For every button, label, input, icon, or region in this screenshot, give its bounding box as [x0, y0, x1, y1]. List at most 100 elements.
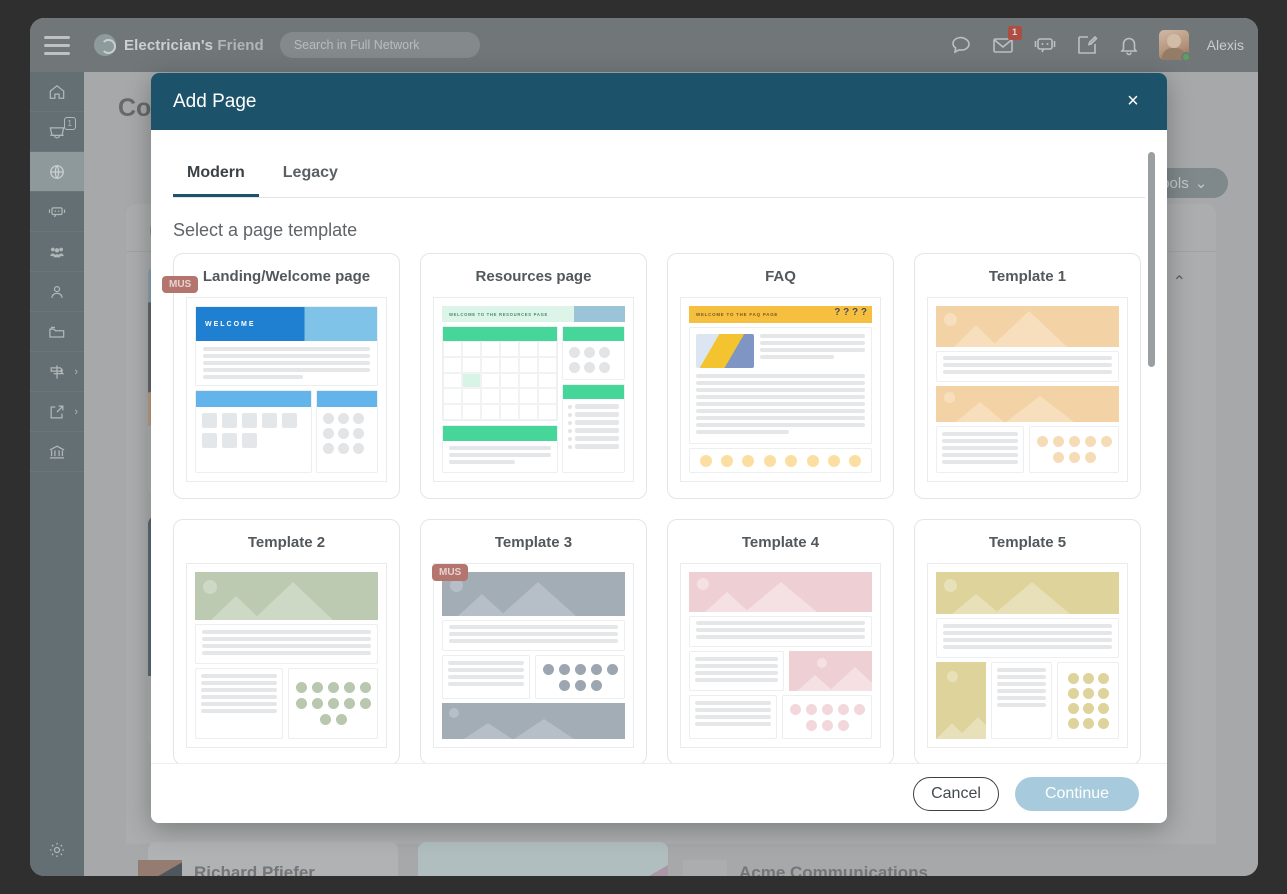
people-icon — [50, 247, 64, 257]
search-input[interactable]: Search in Full Network — [279, 32, 480, 58]
modal-scrollbar-thumb[interactable] — [1148, 152, 1155, 367]
close-icon[interactable]: × — [1127, 90, 1139, 112]
modal-footer: Cancel Continue — [151, 763, 1167, 823]
template-preview — [927, 297, 1128, 482]
bank-icon — [49, 444, 65, 458]
template-card-landing-welcome-page[interactable]: Landing/Welcome page WELCOME — [173, 253, 400, 499]
question-marks-icon: ? ? ? ? — [834, 307, 867, 318]
sidebar-item-network[interactable] — [30, 152, 84, 192]
table-row: Richard Pfiefer 10/16/2024 6:06 PM EDT ·… — [126, 852, 1216, 876]
modal-header: Add Page × — [151, 73, 1167, 130]
preview-banner-text: WELCOME TO THE FAQ PAGE — [696, 312, 779, 317]
compose-edit-icon[interactable] — [1075, 33, 1099, 57]
template-card-template-2[interactable]: Template 2 — [173, 519, 400, 763]
collapse-chevron-up-icon[interactable]: ⌃ — [1172, 274, 1186, 291]
brand-name-primary: Electrician's — [124, 36, 214, 54]
online-status-dot — [1180, 52, 1191, 62]
search-placeholder-text: Search in Full Network — [293, 38, 420, 52]
template-card-template-1[interactable]: Template 1 — [914, 253, 1141, 499]
must-badge: MUS — [162, 276, 199, 293]
app-topbar: Electrician's Friend Search in Full Netw… — [30, 18, 1258, 72]
chat-bubble-icon[interactable] — [949, 33, 973, 57]
chevron-right-icon: › — [74, 365, 78, 378]
sidebar-item-settings[interactable] — [30, 824, 84, 876]
template-card-template-4[interactable]: Template 4 — [667, 519, 894, 763]
template-preview — [433, 563, 634, 748]
modal-tab-bar: Modern Legacy — [173, 130, 1145, 198]
add-page-modal: Add Page × Modern Legacy Select a page t… — [151, 73, 1167, 823]
chevron-down-icon: ⌄ — [1194, 175, 1208, 192]
sidebar-item-directory[interactable]: › — [30, 352, 84, 392]
bottom-article-list: Richard Pfiefer 10/16/2024 6:06 PM EDT ·… — [126, 852, 1216, 876]
sidebar-item-home[interactable] — [30, 72, 84, 112]
template-card-resources-page[interactable]: Resources page WELCOME TO THE RESOURCES … — [420, 253, 647, 499]
modal-scrollbar-track[interactable] — [1148, 140, 1161, 753]
bot-chat-icon[interactable] — [1033, 33, 1057, 57]
brand-mark-icon — [94, 34, 116, 56]
sidebar-item-inbox[interactable]: 1 — [30, 112, 84, 152]
left-navigation-rail: 1 › — [30, 72, 84, 876]
author-name: Acme Communications — [739, 863, 928, 876]
template-name: Landing/Welcome page — [202, 268, 371, 285]
must-badge: MUS — [432, 564, 469, 581]
bell-notification-icon[interactable] — [1117, 33, 1141, 57]
external-link-icon — [50, 405, 64, 418]
template-card-faq[interactable]: FAQ WELCOME TO THE FAQ PAGE ? ? ? ? — [667, 253, 894, 499]
template-card-template-5[interactable]: Template 5 — [914, 519, 1141, 763]
gear-icon — [49, 842, 65, 858]
template-preview: WELCOME — [186, 297, 387, 482]
user-name-label: Alexis — [1206, 37, 1244, 53]
sidebar-item-chatbot[interactable] — [30, 192, 84, 232]
view-count: ◎ 18 — [1175, 875, 1204, 876]
sidebar-item-groups[interactable] — [30, 232, 84, 272]
template-name: Template 1 — [988, 268, 1067, 285]
signpost-icon — [50, 364, 65, 379]
view-count-value: 18 — [1191, 875, 1204, 876]
template-preview — [186, 563, 387, 748]
list-item[interactable]: ΛCME Acme Communications 10/07/2024 6:16… — [671, 852, 1216, 876]
tab-modern[interactable]: Modern — [173, 156, 259, 197]
person-icon — [51, 285, 63, 298]
list-item[interactable]: Richard Pfiefer 10/16/2024 6:06 PM EDT ·… — [126, 852, 671, 876]
brand-name: Electrician's Friend — [124, 37, 264, 54]
modal-scroll-area: Modern Legacy Select a page template Lan… — [151, 130, 1167, 763]
avatar[interactable] — [1158, 30, 1191, 62]
template-grid: Landing/Welcome page WELCOME — [173, 253, 1145, 763]
sidebar-item-organization[interactable] — [30, 432, 84, 472]
sidebar-item-files[interactable] — [30, 312, 84, 352]
template-preview — [680, 563, 881, 748]
template-card-template-3[interactable]: Template 3 — [420, 519, 647, 763]
preview-illustration — [696, 334, 754, 368]
template-name: Template 4 — [741, 534, 820, 551]
home-icon — [49, 84, 65, 99]
author-name: Richard Pfiefer — [194, 863, 315, 876]
hamburger-menu-icon[interactable] — [30, 18, 84, 72]
template-preview: WELCOME TO THE RESOURCES PAGE — [433, 297, 634, 482]
sidebar-item-external[interactable]: › — [30, 392, 84, 432]
view-count-value: 1780 — [632, 875, 659, 876]
modal-title: Add Page — [173, 90, 257, 112]
inbox-icon — [49, 126, 65, 138]
view-count: ◎ 1780 — [617, 875, 659, 876]
list-item[interactable] — [148, 842, 398, 876]
continue-button[interactable]: Continue — [1015, 776, 1139, 811]
template-name: Template 2 — [247, 534, 326, 551]
template-name: Template 5 — [988, 534, 1067, 551]
sidebar-item-profile[interactable] — [30, 272, 84, 312]
template-preview — [927, 563, 1128, 748]
cancel-button[interactable]: Cancel — [913, 776, 999, 811]
list-item[interactable] — [418, 842, 668, 876]
eye-icon: ◎ — [1175, 875, 1185, 876]
topbar-actions: 1 Al — [949, 26, 1258, 62]
avatar-image — [1158, 30, 1189, 60]
template-name: FAQ — [765, 268, 796, 285]
card-thumbnail — [418, 842, 668, 876]
mail-badge: 1 — [1007, 26, 1022, 40]
eye-icon: ◎ — [617, 875, 627, 876]
chevron-right-icon: › — [74, 405, 78, 418]
template-preview: WELCOME TO THE FAQ PAGE ? ? ? ? — [680, 297, 881, 482]
brand-logo-block[interactable]: Electrician's Friend — [94, 34, 264, 56]
modal-body: Modern Legacy Select a page template Lan… — [151, 130, 1167, 763]
mail-icon[interactable]: 1 — [991, 26, 1022, 57]
tab-legacy[interactable]: Legacy — [282, 164, 338, 181]
